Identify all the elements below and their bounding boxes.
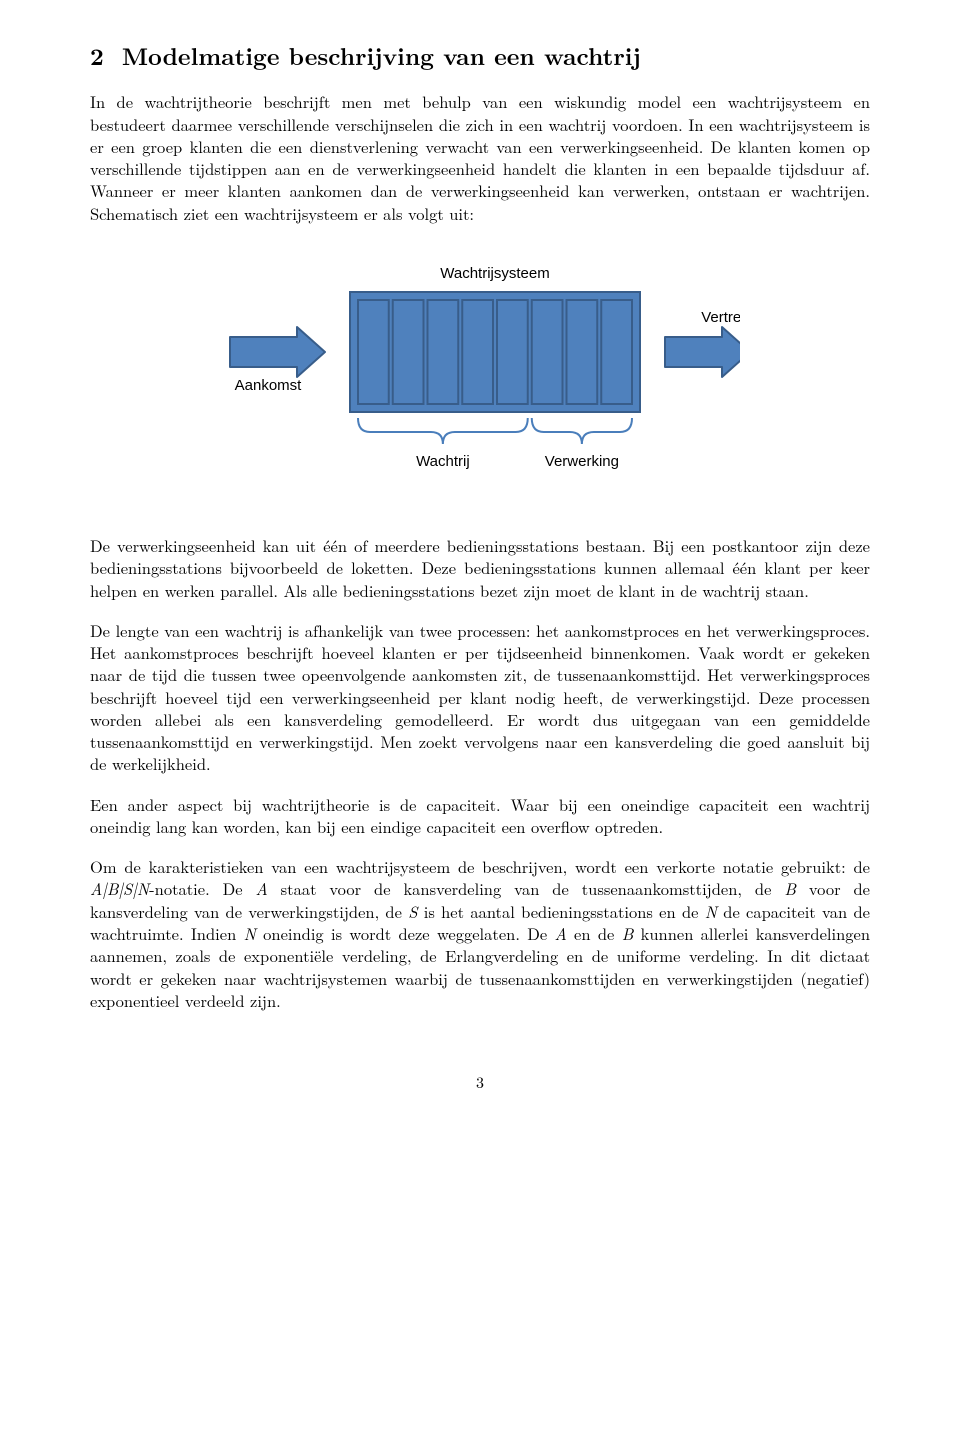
notation-b: B [622,921,634,945]
notation-n: N [705,899,717,923]
notation-a: A [554,921,566,945]
queue-diagram: Wachtrijsysteem Aankomst Vertrek Wachtrij Ve… [90,242,870,502]
p5-text: is het aantal bedieningsstations en de [417,899,704,923]
p5-text: oneindig is wordt deze weggelaten. De [256,921,555,945]
queue-diagram-svg: Wachtrijsysteem Aankomst Vertrek Wachtrij Ve… [220,242,740,502]
paragraph-3: De lengte van een wachtrij is afhankelij… [90,619,870,775]
p5-text: staat voor de kansverdeling van de tusse… [268,876,785,900]
section-number: 2 [90,39,104,73]
section-title: Modelmatige beschrijving van een wachtri… [122,39,641,73]
notation-absn: A|B|S|N [90,876,149,900]
notation-b: B [784,876,796,900]
section-heading: 2 Modelmatige beschrijving van een wachtr… [90,40,870,72]
paragraph-1: In de wachtrijtheorie beschrijft men met… [90,90,870,224]
notation-n: N [244,921,256,945]
p5-text: Om de karakteristieken van een wachtrijs… [90,854,870,878]
paragraph-4: Een ander aspect bij wachtrijtheorie is … [90,793,870,838]
svg-text:Vertrek: Vertrek [701,309,740,326]
svg-text:Verwerking: Verwerking [545,453,619,470]
svg-text:Wachtrij: Wachtrij [416,453,470,470]
p5-text: en de [567,921,622,945]
paragraph-2: De verwerkingseenheid kan uit één of mee… [90,534,870,601]
svg-text:Aankomst: Aankomst [235,377,303,394]
paragraph-5: Om de karakteristieken van een wachtrijs… [90,855,870,1011]
p5-text: -notatie. De [149,876,255,900]
svg-text:Wachtrijsysteem: Wachtrijsysteem [440,265,549,282]
notation-a: A [255,876,267,900]
page-number: 3 [90,1071,870,1093]
